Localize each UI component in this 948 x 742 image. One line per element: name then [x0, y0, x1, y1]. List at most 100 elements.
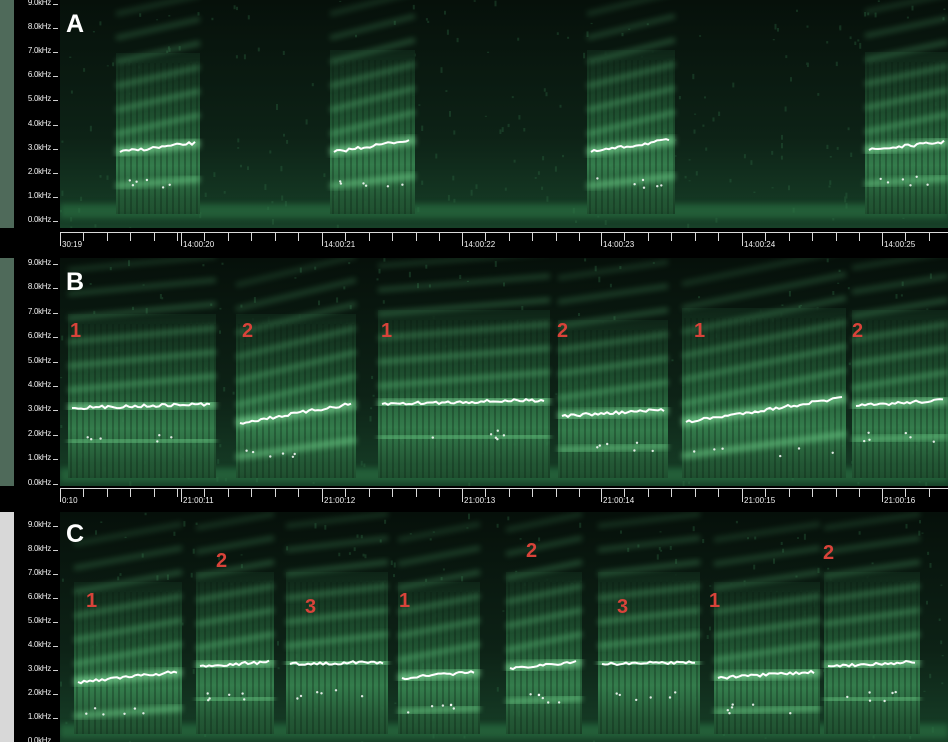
segment-label: 3: [617, 596, 629, 618]
song-syllable: [597, 512, 701, 734]
time-minor-tick: [508, 488, 510, 497]
time-tick-label: 14:00:22: [464, 240, 496, 249]
frequency-tick-mark: [53, 459, 58, 461]
time-minor-tick: [368, 232, 370, 241]
time-tick-label: 14:00:23: [603, 240, 635, 249]
frequency-tick: 5.0kHz: [14, 616, 58, 625]
time-minor-tick: [859, 488, 860, 497]
frequency-tick-mark: [53, 670, 58, 671]
time-axis-b: 0:10 21:00:11 21:00:12 21:00:13 21:00:14 21:0…: [0, 486, 948, 512]
time-minor-tick: [694, 232, 696, 241]
frequency-tick-mark: [53, 76, 58, 78]
left-strip: [0, 258, 14, 486]
frequency-tick-label: 8.0kHz: [27, 282, 51, 292]
time-minor-tick: [345, 488, 347, 497]
panel-label: B: [66, 268, 85, 296]
time-minor-tick: [485, 232, 487, 241]
song-syllable: [67, 258, 217, 478]
pitch-trace: [381, 398, 545, 406]
time-minor-tick: [694, 488, 696, 497]
song-syllable: [397, 521, 481, 734]
segment-label: 1: [381, 320, 393, 342]
song-syllable: [73, 521, 183, 734]
frequency-axis: 9.0kHz 8.0kHz 7.0kHz 6.0kHz 5.0kHz 4.0kHz 3.0k…: [14, 258, 60, 486]
time-minor-tick: [718, 488, 719, 497]
spectrogram-panel-b: 9.0kHz 8.0kHz 7.0kHz 6.0kHz 5.0kHz 4.0kHz 3.0k…: [0, 258, 948, 486]
time-tick-label: 21:00:11: [183, 496, 214, 505]
time-tick-label: 14:00:20: [183, 240, 215, 249]
frequency-tick: 1.0kHz: [14, 453, 58, 462]
time-major-tick: [882, 488, 883, 502]
pitch-trace: [868, 139, 945, 151]
frequency-tick: 4.0kHz: [14, 119, 58, 128]
time-minor-tick: [153, 488, 155, 497]
pitch-trace: [827, 659, 916, 668]
time-minor-tick: [788, 488, 790, 497]
frequency-tick-mark: [53, 172, 58, 174]
time-minor-tick: [555, 232, 557, 241]
frequency-tick-label: 3.0kHz: [27, 664, 51, 673]
frequency-tick-label: 0.0kHz: [27, 477, 51, 486]
time-minor-tick: [83, 232, 85, 241]
frequency-tick-label: 1.0kHz: [27, 190, 51, 200]
frequency-tick-label: 1.0kHz: [27, 712, 51, 721]
frequency-tick-mark: [53, 574, 58, 575]
frequency-tick-mark: [53, 718, 58, 719]
spectrogram-image: [60, 512, 948, 742]
segment-label: 3: [305, 596, 317, 618]
song-syllable: [681, 258, 847, 478]
time-minor-tick: [835, 488, 837, 497]
time-minor-tick: [765, 232, 767, 241]
frequency-tick-mark: [53, 4, 58, 5]
time-tick-label: 21:00:14: [603, 496, 635, 505]
frequency-tick-mark: [53, 312, 58, 314]
time-minor-tick: [130, 488, 132, 497]
time-major-tick: [462, 488, 463, 502]
frequency-tick-mark: [53, 386, 58, 387]
time-minor-tick: [671, 232, 673, 241]
frequency-tick-mark: [53, 361, 58, 363]
time-minor-tick: [508, 232, 510, 241]
time-minor-tick: [368, 488, 370, 497]
time-minor-tick: [439, 488, 440, 497]
frequency-tick: 1.0kHz: [14, 712, 58, 721]
pitch-trace: [717, 669, 815, 680]
segment-label: 2: [557, 320, 569, 342]
time-minor-tick: [392, 232, 394, 241]
time-minor-tick: [251, 232, 253, 241]
time-minor-tick: [274, 488, 276, 497]
song-syllable: [115, 0, 201, 214]
segment-label: 1: [709, 590, 721, 612]
frequency-tick-label: 7.0kHz: [27, 46, 51, 56]
left-strip: [0, 512, 14, 742]
time-minor-tick: [177, 232, 178, 241]
frequency-tick-label: 2.0kHz: [27, 428, 51, 438]
time-minor-tick: [204, 232, 206, 241]
frequency-tick-mark: [53, 410, 58, 412]
time-minor-tick: [204, 488, 206, 497]
frequency-tick-label: 8.0kHz: [27, 22, 51, 32]
time-minor-tick: [83, 488, 85, 497]
frequency-tick-mark: [53, 646, 58, 647]
segment-label: 2: [852, 320, 864, 342]
frequency-tick-label: 9.0kHz: [27, 258, 51, 267]
time-minor-tick: [153, 232, 155, 241]
frequency-tick: 8.0kHz: [14, 544, 58, 553]
time-minor-tick: [532, 232, 534, 241]
time-minor-tick: [439, 232, 440, 241]
time-major-tick: [60, 488, 61, 502]
time-major-tick: [601, 488, 602, 502]
segment-label: 1: [694, 320, 706, 342]
time-major-tick: [462, 232, 463, 246]
time-major-tick: [322, 488, 323, 502]
spectrogram-image: [60, 0, 948, 228]
frequency-tick-label: 6.0kHz: [27, 331, 51, 341]
frequency-tick: 4.0kHz: [14, 640, 58, 649]
spectrogram-svg: [60, 0, 948, 228]
frequency-tick-label: 4.0kHz: [27, 118, 51, 128]
time-minor-tick: [298, 232, 299, 241]
frequency-tick-mark: [53, 220, 58, 222]
time-major-tick: [601, 232, 602, 246]
time-minor-tick: [345, 232, 347, 241]
low-frequency-band: [60, 204, 948, 218]
